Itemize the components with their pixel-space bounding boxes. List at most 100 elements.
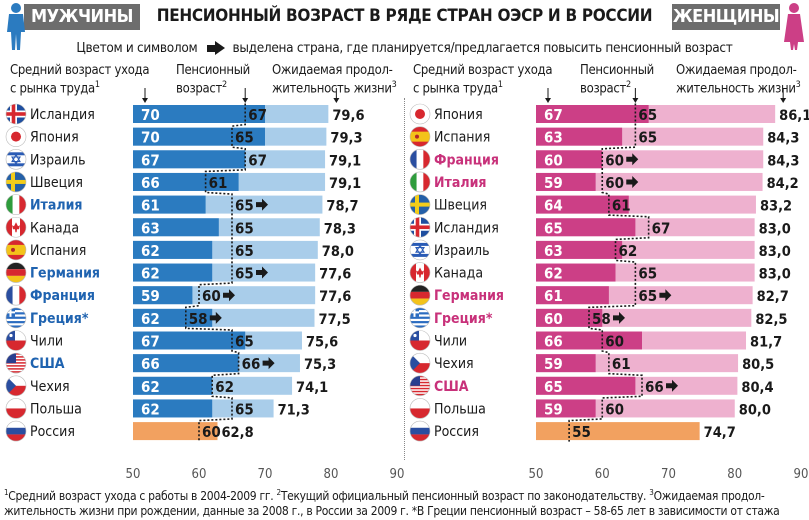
- left-exit-sup: 1: [94, 80, 100, 90]
- life-label: 71,3: [278, 402, 310, 418]
- right-pension-header-line1: Пенсионный: [580, 63, 654, 78]
- exit-label: 60: [544, 310, 563, 328]
- flag-icon-spain: [410, 126, 430, 147]
- right-pension-header: Пенсионный возраст2: [580, 63, 654, 96]
- life-label: 62,8: [221, 425, 253, 441]
- pension-age-chart: 50 60 70 80 90 Исландия 70 67 79,6 Япония 70 65 79,3…: [5, 88, 809, 482]
- flag-icon-poland: [6, 398, 26, 419]
- flag-icon-poland: [410, 398, 430, 419]
- right-exit-header-line2: с рынка труда: [413, 81, 498, 97]
- country-label: Чехия: [434, 356, 474, 372]
- exit-label: 59: [544, 174, 563, 192]
- flag-icon-germany: [410, 285, 430, 306]
- men-x-tick: 80: [324, 467, 339, 482]
- subtitle-before: Цветом и символом: [76, 40, 198, 56]
- exit-bar: [133, 286, 193, 305]
- left-exit-header-line2: с рынка труда: [10, 81, 95, 97]
- exit-label: 66: [544, 333, 563, 351]
- pension-label: 55: [572, 423, 591, 441]
- pension-label: 65: [235, 197, 254, 215]
- pension-label: 66: [645, 378, 664, 396]
- left-life-header-line2: жительность жизни: [272, 81, 392, 97]
- country-label: США: [30, 356, 65, 372]
- country-label: США: [434, 379, 469, 395]
- life-label: 74,1: [296, 380, 328, 396]
- left-life-header: Ожидаемая продол- жительность жизни3: [272, 63, 397, 96]
- country-label: Франция: [434, 152, 499, 168]
- exit-label: 62: [141, 378, 160, 396]
- life-label: 83,2: [760, 199, 792, 215]
- pension-label: 65: [638, 265, 657, 283]
- country-label: Исландия: [30, 107, 95, 123]
- life-label: 80,0: [739, 402, 771, 418]
- right-exit-sup: 1: [497, 80, 503, 90]
- pension-label: 65: [235, 265, 254, 283]
- pension-label: 62: [619, 242, 638, 260]
- country-label: Швеция: [30, 175, 83, 191]
- pension-label: 60: [605, 333, 624, 351]
- life-label: 80,5: [742, 357, 774, 373]
- exit-label: 62: [141, 310, 160, 328]
- life-label: 78,3: [324, 221, 356, 237]
- life-label: 80,4: [741, 380, 773, 396]
- life-label: 86,1: [779, 108, 809, 124]
- pension-label: 61: [209, 174, 228, 192]
- life-label: 75,6: [306, 335, 338, 351]
- women-tag-label: ЖЕНЩИНЫ: [672, 6, 780, 27]
- pension-label: 65: [235, 400, 254, 418]
- flag-icon-sweden: [6, 171, 26, 192]
- exit-bar: [536, 150, 603, 169]
- life-label: 82,5: [755, 312, 787, 328]
- life-label: 77,6: [319, 267, 351, 283]
- subtitle-after: выделена страна, где планируется/предлаг…: [232, 40, 733, 56]
- life-label: 78,0: [322, 244, 354, 260]
- footnote-sup3: 3: [649, 488, 654, 497]
- country-label: Россия: [30, 424, 75, 440]
- pension-label: 65: [235, 333, 254, 351]
- exit-bar: [536, 354, 596, 373]
- exit-bar: [536, 240, 623, 259]
- exit-label: 62: [141, 265, 160, 283]
- right-life-header-line1: Ожидаемая продол-: [676, 63, 797, 78]
- country-label: Россия: [434, 424, 479, 440]
- men-x-tick: 90: [390, 467, 405, 482]
- flag-icon-chile: [6, 330, 26, 351]
- flag-icon-chile: [410, 330, 430, 351]
- flag-icon-iceland: [6, 104, 26, 124]
- country-label: Польша: [434, 401, 486, 417]
- right-life-sup: 3: [795, 80, 801, 90]
- life-label: 84,3: [767, 153, 799, 169]
- exit-label: 62: [544, 265, 563, 283]
- footnote: 1Средний возраст ухода с работы в 2004-2…: [4, 485, 809, 519]
- header-pointer-head: [242, 98, 249, 103]
- flag-icon-israel: [410, 239, 430, 260]
- flag-icon-japan: [410, 104, 430, 124]
- arrow-right-icon: [256, 198, 268, 211]
- pension-label: 66: [242, 355, 261, 373]
- men-row: Россия 60 62,8: [5, 420, 254, 442]
- arrow-right-icon: [262, 357, 275, 370]
- men-row: Израиль 67 67 79,1: [5, 149, 361, 170]
- men-row: Чехия 62 62 74,1: [5, 375, 328, 397]
- men-tag: МУЖЧИНЫ: [24, 4, 140, 30]
- women-x-tick: 50: [529, 467, 544, 482]
- men-row: Канада 63 65 78,3: [5, 216, 356, 238]
- left-life-sup: 3: [391, 80, 397, 90]
- arrow-right-icon: [626, 175, 639, 188]
- country-label: Греция*: [30, 311, 89, 327]
- flag-icon-spain: [6, 239, 26, 260]
- country-label: Германия: [434, 288, 504, 304]
- exit-label: 61: [141, 197, 160, 215]
- women-tag: ЖЕНЩИНЫ: [672, 4, 780, 30]
- exit-bar: [133, 195, 206, 214]
- women-row: Япония 67 65 86,1: [409, 103, 809, 125]
- country-label: Польша: [30, 401, 82, 417]
- women-row: Греция* 60 58 82,5: [409, 307, 788, 329]
- arrow-right-icon: [626, 153, 639, 166]
- exit-bar: [536, 308, 603, 327]
- footnote-text2: Текущий официальный пенсионный возраст п…: [280, 489, 647, 503]
- arrow-right-icon: [659, 289, 672, 302]
- women-row: Канада 62 65 83,0: [409, 262, 791, 283]
- exit-label: 70: [141, 106, 160, 124]
